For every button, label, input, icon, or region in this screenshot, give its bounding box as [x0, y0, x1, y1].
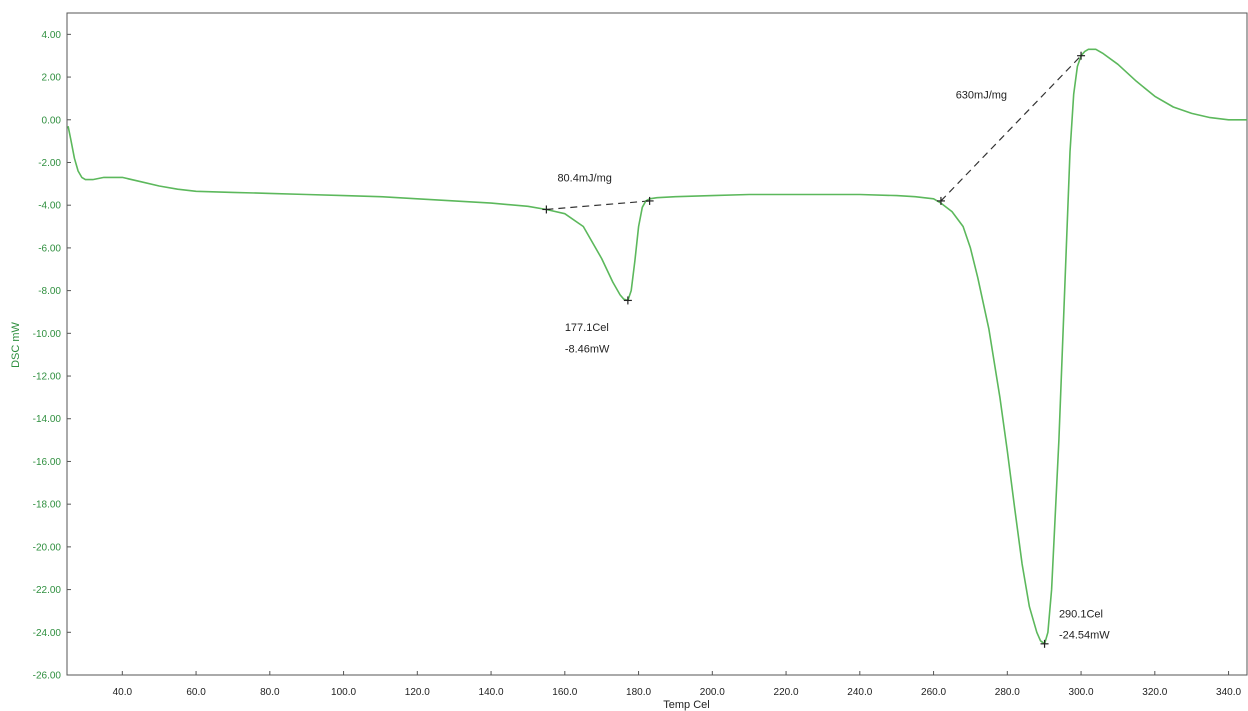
annotation-label: 177.1Cel	[565, 322, 609, 334]
plot-frame	[66, 12, 1248, 676]
integration-baseline	[940, 55, 1082, 202]
x-tick-label: 240.0	[847, 687, 872, 698]
y-tick-label: 0.00	[42, 115, 62, 126]
x-tick-label: 140.0	[479, 687, 504, 698]
y-tick-label: -6.00	[38, 243, 61, 254]
dsc-curve	[67, 48, 1247, 645]
x-tick-label: 260.0	[921, 687, 946, 698]
x-tick-label: 220.0	[774, 687, 799, 698]
y-tick-label: -12.00	[33, 372, 62, 383]
integration-baseline	[546, 200, 650, 211]
x-tick-label: 100.0	[331, 687, 356, 698]
point-marker	[542, 205, 551, 214]
series	[67, 48, 1247, 645]
x-tick-label: 340.0	[1216, 687, 1241, 698]
point-marker	[1040, 639, 1049, 648]
x-tick-label: 320.0	[1142, 687, 1167, 698]
x-tick-label: 120.0	[405, 687, 430, 698]
point-marker	[645, 196, 654, 205]
annotation-label: 630mJ/mg	[956, 89, 1007, 101]
y-tick-label: -4.00	[38, 201, 61, 212]
y-tick-label: -22.00	[33, 585, 62, 596]
y-tick-label: -26.00	[33, 671, 62, 682]
annotation-label: 290.1Cel	[1059, 608, 1103, 620]
point-marker	[623, 296, 632, 305]
y-axis: 4.00 2.00 0.00 -2.00 -4.00 -6.00 -8.00 -10.00 -1…	[33, 30, 71, 682]
y-tick-label: -16.00	[33, 457, 62, 468]
x-tick-label: 160.0	[552, 687, 577, 698]
x-axis: 40.0 60.0 80.0 100.0 120.0 140.0 160.0 180.0 200…	[113, 671, 1242, 698]
point-marker	[936, 196, 945, 205]
y-tick-label: -2.00	[38, 158, 61, 169]
y-tick-label: 4.00	[42, 30, 62, 41]
x-tick-label: 40.0	[113, 687, 133, 698]
plot-border	[66, 12, 1248, 676]
y-tick-label: -24.00	[33, 628, 62, 639]
y-tick-label: -18.00	[33, 500, 62, 511]
markers	[542, 51, 1086, 648]
x-tick-label: 200.0	[700, 687, 725, 698]
y-tick-label: -20.00	[33, 542, 62, 553]
x-tick-label: 60.0	[186, 687, 206, 698]
annotation-label: -24.54mW	[1059, 630, 1110, 642]
annotation-label: -8.46mW	[565, 344, 610, 356]
x-axis-title: Temp Cel	[663, 699, 709, 711]
x-tick-label: 280.0	[995, 687, 1020, 698]
y-tick-label: 2.00	[42, 73, 62, 84]
y-axis-title: DSC mW	[10, 321, 22, 367]
annotations: 80.4mJ/mg 630mJ/mg 177.1Cel -8.46mW 290.1Cel…	[557, 89, 1110, 641]
y-tick-label: -10.00	[33, 329, 62, 340]
y-tick-label: -14.00	[33, 414, 62, 425]
baselines	[546, 55, 1082, 211]
x-tick-label: 180.0	[626, 687, 651, 698]
x-tick-label: 300.0	[1069, 687, 1094, 698]
y-tick-label: -8.00	[38, 286, 61, 297]
point-marker	[1077, 51, 1086, 60]
x-tick-label: 80.0	[260, 687, 280, 698]
annotation-label: 80.4mJ/mg	[557, 173, 611, 185]
